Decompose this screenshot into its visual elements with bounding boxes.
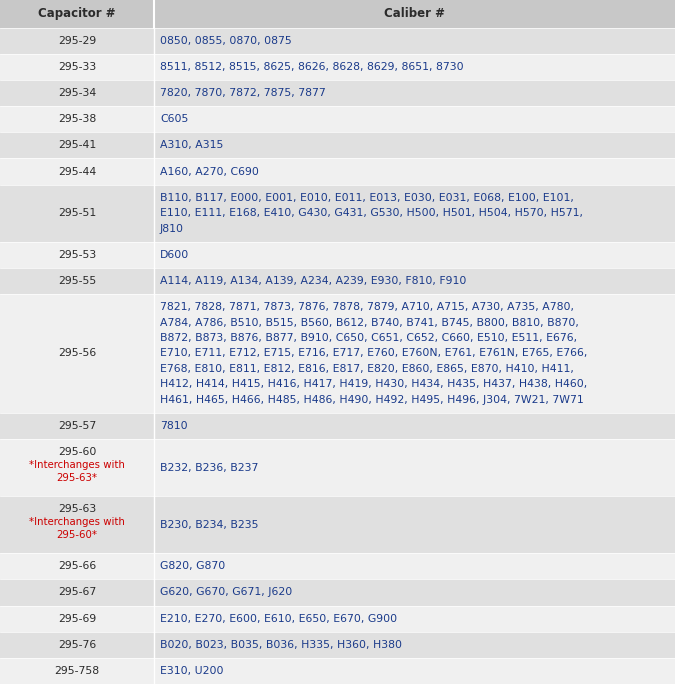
Text: 295-34: 295-34	[58, 88, 96, 98]
Text: E110, E111, E168, E410, G430, G431, G530, H500, H501, H504, H570, H571,: E110, E111, E168, E410, G430, G431, G530…	[160, 208, 583, 218]
Text: 295-44: 295-44	[58, 166, 96, 176]
Bar	[0, 185, 675, 241]
Text: H412, H414, H415, H416, H417, H419, H430, H434, H435, H437, H438, H460,: H412, H414, H415, H416, H417, H419, H430…	[160, 380, 587, 389]
Text: 295-758: 295-758	[55, 666, 99, 676]
Text: 8511, 8512, 8515, 8625, 8626, 8628, 8629, 8651, 8730: 8511, 8512, 8515, 8625, 8626, 8628, 8629…	[160, 62, 464, 72]
Bar	[0, 28, 675, 54]
Bar	[0, 605, 675, 632]
Text: B872, B873, B876, B877, B910, C650, C651, C652, C660, E510, E511, E676,: B872, B873, B876, B877, B910, C650, C651…	[160, 333, 577, 343]
Bar	[0, 632, 675, 658]
Text: 7820, 7870, 7872, 7875, 7877: 7820, 7870, 7872, 7875, 7877	[160, 88, 325, 98]
Text: 7810: 7810	[160, 421, 188, 431]
Bar	[0, 496, 675, 553]
Text: A160, A270, C690: A160, A270, C690	[160, 166, 259, 176]
Bar	[0, 0, 675, 28]
Text: B110, B117, E000, E001, E010, E011, E013, E030, E031, E068, E100, E101,: B110, B117, E000, E001, E010, E011, E013…	[160, 193, 574, 202]
Text: 295-51: 295-51	[58, 208, 96, 218]
Text: E210, E270, E600, E610, E650, E670, G900: E210, E270, E600, E610, E650, E670, G900	[160, 614, 397, 624]
Text: B230, B234, B235: B230, B234, B235	[160, 520, 259, 529]
Text: A310, A315: A310, A315	[160, 140, 223, 150]
Bar	[0, 413, 675, 439]
Bar	[0, 658, 675, 684]
Text: 295-55: 295-55	[58, 276, 96, 286]
Text: Capacitor #: Capacitor #	[38, 8, 115, 21]
Text: 295-56: 295-56	[58, 348, 96, 358]
Text: 295-60: 295-60	[58, 447, 96, 457]
Text: E310, U200: E310, U200	[160, 666, 223, 676]
Text: B020, B023, B035, B036, H335, H360, H380: B020, B023, B035, B036, H335, H360, H380	[160, 640, 402, 650]
Text: 295-33: 295-33	[58, 62, 96, 72]
Bar	[0, 268, 675, 294]
Bar	[0, 106, 675, 132]
Text: 295-57: 295-57	[58, 421, 96, 431]
Bar	[0, 80, 675, 106]
Text: G820, G870: G820, G870	[160, 562, 225, 571]
Bar	[0, 294, 675, 413]
Text: 7821, 7828, 7871, 7873, 7876, 7878, 7879, A710, A715, A730, A735, A780,: 7821, 7828, 7871, 7873, 7876, 7878, 7879…	[160, 302, 574, 312]
Text: *Interchanges with
295-63*: *Interchanges with 295-63*	[29, 460, 125, 483]
Text: H461, H465, H466, H485, H486, H490, H492, H495, H496, J304, 7W21, 7W71: H461, H465, H466, H485, H486, H490, H492…	[160, 395, 584, 405]
Text: 295-63: 295-63	[58, 503, 96, 514]
Text: 0850, 0855, 0870, 0875: 0850, 0855, 0870, 0875	[160, 36, 292, 46]
Bar	[0, 159, 675, 185]
Text: G620, G670, G671, J620: G620, G670, G671, J620	[160, 588, 292, 598]
Text: 295-29: 295-29	[58, 36, 96, 46]
Text: A114, A119, A134, A139, A234, A239, E930, F810, F910: A114, A119, A134, A139, A234, A239, E930…	[160, 276, 466, 286]
Text: J810: J810	[160, 224, 184, 234]
Bar	[0, 132, 675, 159]
Bar	[0, 439, 675, 496]
Bar	[0, 579, 675, 605]
Text: 295-67: 295-67	[58, 588, 96, 598]
Text: 295-76: 295-76	[58, 640, 96, 650]
Text: *Interchanges with
295-60*: *Interchanges with 295-60*	[29, 517, 125, 540]
Bar	[0, 553, 675, 579]
Bar	[0, 54, 675, 80]
Text: 295-69: 295-69	[58, 614, 96, 624]
Text: B232, B236, B237: B232, B236, B237	[160, 462, 259, 473]
Text: Caliber #: Caliber #	[384, 8, 445, 21]
Text: 295-38: 295-38	[58, 114, 96, 124]
Text: 295-41: 295-41	[58, 140, 96, 150]
Text: C605: C605	[160, 114, 188, 124]
Bar	[0, 241, 675, 268]
Text: E710, E711, E712, E715, E716, E717, E760, E760N, E761, E761N, E765, E766,: E710, E711, E712, E715, E716, E717, E760…	[160, 348, 587, 358]
Text: 295-66: 295-66	[58, 562, 96, 571]
Text: E768, E810, E811, E812, E816, E817, E820, E860, E865, E870, H410, H411,: E768, E810, E811, E812, E816, E817, E820…	[160, 364, 574, 374]
Text: 295-53: 295-53	[58, 250, 96, 260]
Text: A784, A786, B510, B515, B560, B612, B740, B741, B745, B800, B810, B870,: A784, A786, B510, B515, B560, B612, B740…	[160, 317, 578, 328]
Text: D600: D600	[160, 250, 189, 260]
